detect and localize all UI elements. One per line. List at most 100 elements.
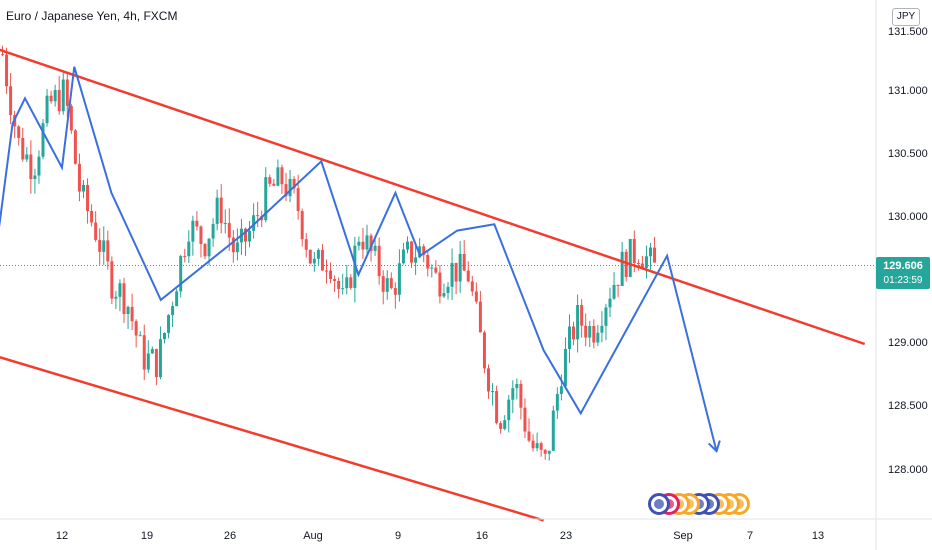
candle-body <box>499 423 503 429</box>
candle-body <box>531 440 535 449</box>
candle-body <box>102 240 106 252</box>
candle-body <box>624 251 628 277</box>
candle-body <box>503 420 507 429</box>
candle-body <box>422 246 426 255</box>
candle-body <box>519 383 523 408</box>
price-tick-label: 131.500 <box>888 26 928 38</box>
candle-body <box>90 211 94 223</box>
candle-body <box>418 246 422 258</box>
candle-body <box>284 184 288 197</box>
candle-body <box>572 326 576 340</box>
time-tick-label: Aug <box>303 530 323 542</box>
candle-body <box>219 197 223 224</box>
candle-body <box>649 247 652 257</box>
candlestick-series <box>1 45 657 461</box>
candle-body <box>272 183 276 186</box>
price-tick-label: 131.000 <box>888 85 928 97</box>
candle-body <box>150 349 154 354</box>
candle-body <box>584 325 588 338</box>
candle-body <box>223 222 227 224</box>
candle-body <box>25 154 29 160</box>
zigzag-pattern-line <box>0 66 718 452</box>
candle-body <box>612 284 616 299</box>
candle-body <box>163 332 166 340</box>
bar-countdown: 01:23:59 <box>883 275 923 286</box>
candle-body <box>466 270 470 282</box>
candle-body <box>53 90 57 102</box>
time-tick-label: 7 <box>747 530 753 542</box>
candle-body <box>280 167 284 185</box>
candle-body <box>49 95 53 102</box>
candle-body <box>45 95 49 124</box>
time-tick-label: 9 <box>395 530 401 542</box>
candle-body <box>86 184 90 212</box>
candle-body <box>349 277 353 288</box>
candle-body <box>434 267 438 273</box>
candle-body <box>134 321 138 336</box>
candle-body <box>9 86 13 116</box>
candle-body <box>495 391 499 424</box>
candle-body <box>608 298 612 308</box>
candle-body <box>325 270 328 272</box>
candle-body <box>576 305 580 340</box>
candle-body <box>215 197 219 224</box>
candle-body <box>5 54 9 87</box>
candle-body <box>600 325 604 333</box>
last-price-label: 129.606 01:23:59 <box>876 257 930 289</box>
candle-body <box>389 278 393 289</box>
candle-body <box>154 349 158 378</box>
candle-body <box>187 241 191 257</box>
candle-body <box>179 256 183 292</box>
currency-badge[interactable]: JPY <box>892 8 920 26</box>
candle-body <box>252 215 256 231</box>
candle-body <box>191 220 195 242</box>
candle-body <box>130 306 134 322</box>
time-tick-label: Sep <box>673 530 693 542</box>
candle-body <box>142 335 146 370</box>
candle-body <box>98 239 102 252</box>
candle-body <box>401 249 405 264</box>
candle-body <box>462 253 466 271</box>
candle-body <box>296 188 300 212</box>
candle-body <box>320 249 324 271</box>
candle-body <box>551 410 555 451</box>
candle-body <box>474 291 478 302</box>
candle-body <box>406 241 409 250</box>
candle-body <box>385 278 389 292</box>
candle-body <box>580 305 584 326</box>
candle-body <box>523 407 527 432</box>
candle-body <box>29 154 33 180</box>
candle-body <box>110 261 114 299</box>
time-tick-label: 23 <box>560 530 572 542</box>
candle-body <box>183 256 187 258</box>
candle-body <box>381 276 385 292</box>
candle-body <box>41 123 45 157</box>
earth-icon[interactable] <box>648 493 670 515</box>
price-tick-label: 128.000 <box>888 464 928 476</box>
candle-body <box>515 383 519 389</box>
candle-body <box>345 277 349 289</box>
candle-body <box>333 278 337 281</box>
candle-body <box>454 262 458 282</box>
candle-body <box>304 239 308 250</box>
candle-body <box>559 386 563 394</box>
price-tick-label: 130.000 <box>888 211 928 223</box>
candle-body <box>167 315 171 333</box>
candle-body <box>268 177 272 184</box>
candle-body <box>543 449 547 454</box>
candle-body <box>616 284 620 286</box>
time-axis: 12 19 26 Aug 9 16 23 Sep 7 13 <box>0 518 932 542</box>
chart-title: Euro / Japanese Yen, 4h, FXCM <box>6 9 178 23</box>
candle-body <box>57 90 61 112</box>
candle-body <box>1 54 4 56</box>
candle-body <box>73 130 77 164</box>
candle-body <box>17 126 21 138</box>
candle-body <box>369 235 373 251</box>
candle-body <box>126 306 130 315</box>
candle-body <box>604 307 608 326</box>
candle-body <box>357 241 361 246</box>
price-tick-label: 129.000 <box>888 337 928 349</box>
candle-body <box>620 251 624 286</box>
candle-body <box>507 399 511 421</box>
